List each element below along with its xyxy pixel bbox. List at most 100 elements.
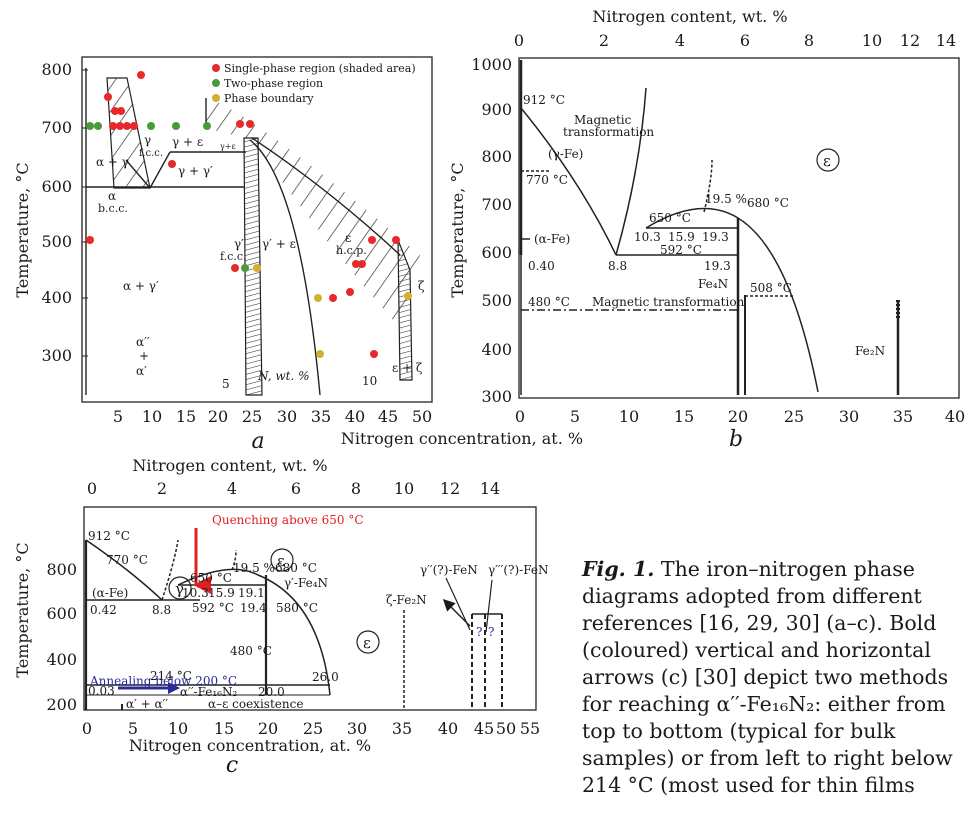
svg-text:500: 500 bbox=[481, 291, 512, 310]
svg-text:ε: ε bbox=[345, 231, 351, 245]
panel-b-ylabel: Temperature, °C bbox=[448, 162, 467, 297]
svg-text:+: + bbox=[139, 349, 149, 363]
panel-b: Nitrogen content, wt. % 0 2 4 6 8 10 12 … bbox=[341, 7, 965, 452]
svg-text:ζ-Fe₂N: ζ-Fe₂N bbox=[386, 593, 427, 607]
svg-text:680 °C: 680 °C bbox=[747, 196, 789, 210]
svg-text:f.c.c.: f.c.c. bbox=[139, 148, 163, 159]
svg-text:50: 50 bbox=[496, 719, 516, 738]
svg-text:20.0: 20.0 bbox=[258, 685, 285, 699]
panel-a: 800 700 600 500 400 300 5 10 15 20 25 30… bbox=[13, 56, 433, 454]
panel-a-xticks: 5 10 15 20 25 30 35 40 45 50 bbox=[113, 407, 432, 426]
panel-c-frame bbox=[83, 506, 537, 711]
panel-c-xlabel: Nitrogen concentration, at. % bbox=[129, 736, 371, 755]
panel-b-yticks: 1000 900 800 700 600 500 400 300 bbox=[471, 55, 512, 406]
svg-text:214 °C: 214 °C bbox=[150, 669, 192, 683]
svg-text:30: 30 bbox=[839, 407, 859, 426]
xtick: 35 bbox=[311, 407, 331, 426]
svg-text:0: 0 bbox=[87, 479, 97, 498]
svg-text:19.3: 19.3 bbox=[702, 230, 729, 244]
svg-text:8.8: 8.8 bbox=[608, 259, 627, 273]
svg-text:γ+ε: γ+ε bbox=[220, 142, 236, 151]
caption-fig-label: Fig. 1. bbox=[582, 557, 655, 581]
svg-text:ε + ζ: ε + ζ bbox=[392, 361, 423, 375]
svg-text:1000: 1000 bbox=[471, 55, 512, 74]
svg-text:5: 5 bbox=[128, 719, 138, 738]
svg-text:10.3: 10.3 bbox=[182, 586, 209, 600]
ytick: 400 bbox=[41, 288, 72, 307]
svg-text:b.c.c.: b.c.c. bbox=[98, 202, 128, 215]
svg-text:ε: ε bbox=[363, 634, 371, 652]
svg-text:Phase boundary: Phase boundary bbox=[224, 92, 314, 105]
svg-text:600: 600 bbox=[46, 604, 77, 623]
svg-text:?: ? bbox=[488, 625, 494, 639]
svg-text:α + γ: α + γ bbox=[96, 155, 129, 169]
svg-text:14: 14 bbox=[480, 479, 500, 498]
svg-text:19.3: 19.3 bbox=[704, 259, 731, 273]
svg-text:580 °C: 580 °C bbox=[276, 601, 318, 615]
svg-text:6: 6 bbox=[740, 31, 750, 50]
svg-text:α: α bbox=[108, 189, 116, 203]
panel-c-yticks: 800 600 400 200 bbox=[46, 560, 77, 714]
svg-text:10: 10 bbox=[394, 479, 414, 498]
ytick: 500 bbox=[41, 232, 72, 251]
svg-text:25: 25 bbox=[784, 407, 804, 426]
svg-text:592 °C: 592 °C bbox=[192, 601, 234, 615]
svg-text:19.5 %: 19.5 % bbox=[233, 561, 275, 575]
svg-text:h.c.p.: h.c.p. bbox=[336, 244, 367, 257]
svg-text:770 °C: 770 °C bbox=[106, 553, 148, 567]
panel-b-frame bbox=[518, 57, 960, 399]
svg-text:α–ε coexistence: α–ε coexistence bbox=[208, 697, 303, 711]
svg-text:0.03: 0.03 bbox=[88, 684, 115, 698]
svg-text:N, wt. %: N, wt. % bbox=[257, 369, 310, 383]
svg-text:4: 4 bbox=[227, 479, 237, 498]
svg-text:10: 10 bbox=[619, 407, 639, 426]
svg-text:α + γ′: α + γ′ bbox=[123, 279, 159, 293]
figure-caption: Fig. 1. The iron–nitrogen phase diagrams… bbox=[582, 556, 962, 799]
svg-text:(α-Fe): (α-Fe) bbox=[92, 586, 128, 600]
panel-b-top-title: Nitrogen content, wt. % bbox=[592, 7, 787, 26]
svg-text:ζ: ζ bbox=[418, 279, 425, 293]
svg-text:12: 12 bbox=[900, 31, 920, 50]
svg-text:γ′-Fe₄N: γ′-Fe₄N bbox=[284, 576, 328, 590]
panel-a-data-points bbox=[86, 71, 412, 358]
svg-text:α′ + α′′: α′ + α′′ bbox=[126, 697, 168, 711]
xtick: 10 bbox=[142, 407, 162, 426]
svg-text:0: 0 bbox=[514, 31, 524, 50]
panel-a-legend: Single-phase region (shaded area) Two-ph… bbox=[212, 62, 416, 105]
svg-text:45: 45 bbox=[474, 719, 494, 738]
svg-text:γ′ + ε: γ′ + ε bbox=[262, 237, 296, 251]
svg-text:2: 2 bbox=[157, 479, 167, 498]
svg-text:f.c.c.: f.c.c. bbox=[220, 250, 247, 263]
svg-text:2: 2 bbox=[599, 31, 609, 50]
svg-text:4: 4 bbox=[675, 31, 685, 50]
panel-a-yticks: 800 700 600 500 400 300 bbox=[41, 60, 72, 365]
ytick: 700 bbox=[41, 118, 72, 137]
svg-text:10.3: 10.3 bbox=[634, 230, 661, 244]
svg-text:800: 800 bbox=[481, 147, 512, 166]
svg-text:200: 200 bbox=[46, 695, 77, 714]
svg-text:transformation: transformation bbox=[563, 125, 654, 139]
svg-text:30: 30 bbox=[347, 719, 367, 738]
svg-text:γ′′′(?)-FeN: γ′′′(?)-FeN bbox=[488, 563, 548, 577]
svg-text:912 °C: 912 °C bbox=[523, 93, 565, 107]
svg-text:10: 10 bbox=[168, 719, 188, 738]
svg-text:0.40: 0.40 bbox=[528, 259, 555, 273]
svg-text:8: 8 bbox=[351, 479, 361, 498]
panel-b-xticks: 0 5 10 15 20 25 30 35 40 bbox=[515, 407, 965, 426]
svg-text:800: 800 bbox=[46, 560, 77, 579]
svg-text:α′′-Fe₁₆N₂: α′′-Fe₁₆N₂ bbox=[180, 685, 238, 699]
panel-b-letter: b bbox=[729, 427, 743, 452]
svg-text:?: ? bbox=[476, 625, 482, 639]
svg-text:Annealing below 200 °C: Annealing below 200 °C bbox=[89, 674, 237, 688]
svg-text:γ: γ bbox=[175, 580, 184, 598]
svg-text:19.1: 19.1 bbox=[238, 586, 265, 600]
svg-text:508 °C: 508 °C bbox=[750, 281, 792, 295]
svg-text:Magnetic transformation: Magnetic transformation bbox=[592, 295, 745, 309]
svg-text:680 °C: 680 °C bbox=[275, 561, 317, 575]
panel-c-labels: Quenching above 650 °C Annealing below 2… bbox=[88, 513, 548, 711]
svg-text:γ′: γ′ bbox=[234, 237, 244, 251]
svg-text:Single-phase region (shaded ar: Single-phase region (shaded area) bbox=[224, 62, 416, 75]
svg-text:0: 0 bbox=[515, 407, 525, 426]
svg-text:15.9: 15.9 bbox=[668, 230, 695, 244]
svg-text:14: 14 bbox=[936, 31, 956, 50]
